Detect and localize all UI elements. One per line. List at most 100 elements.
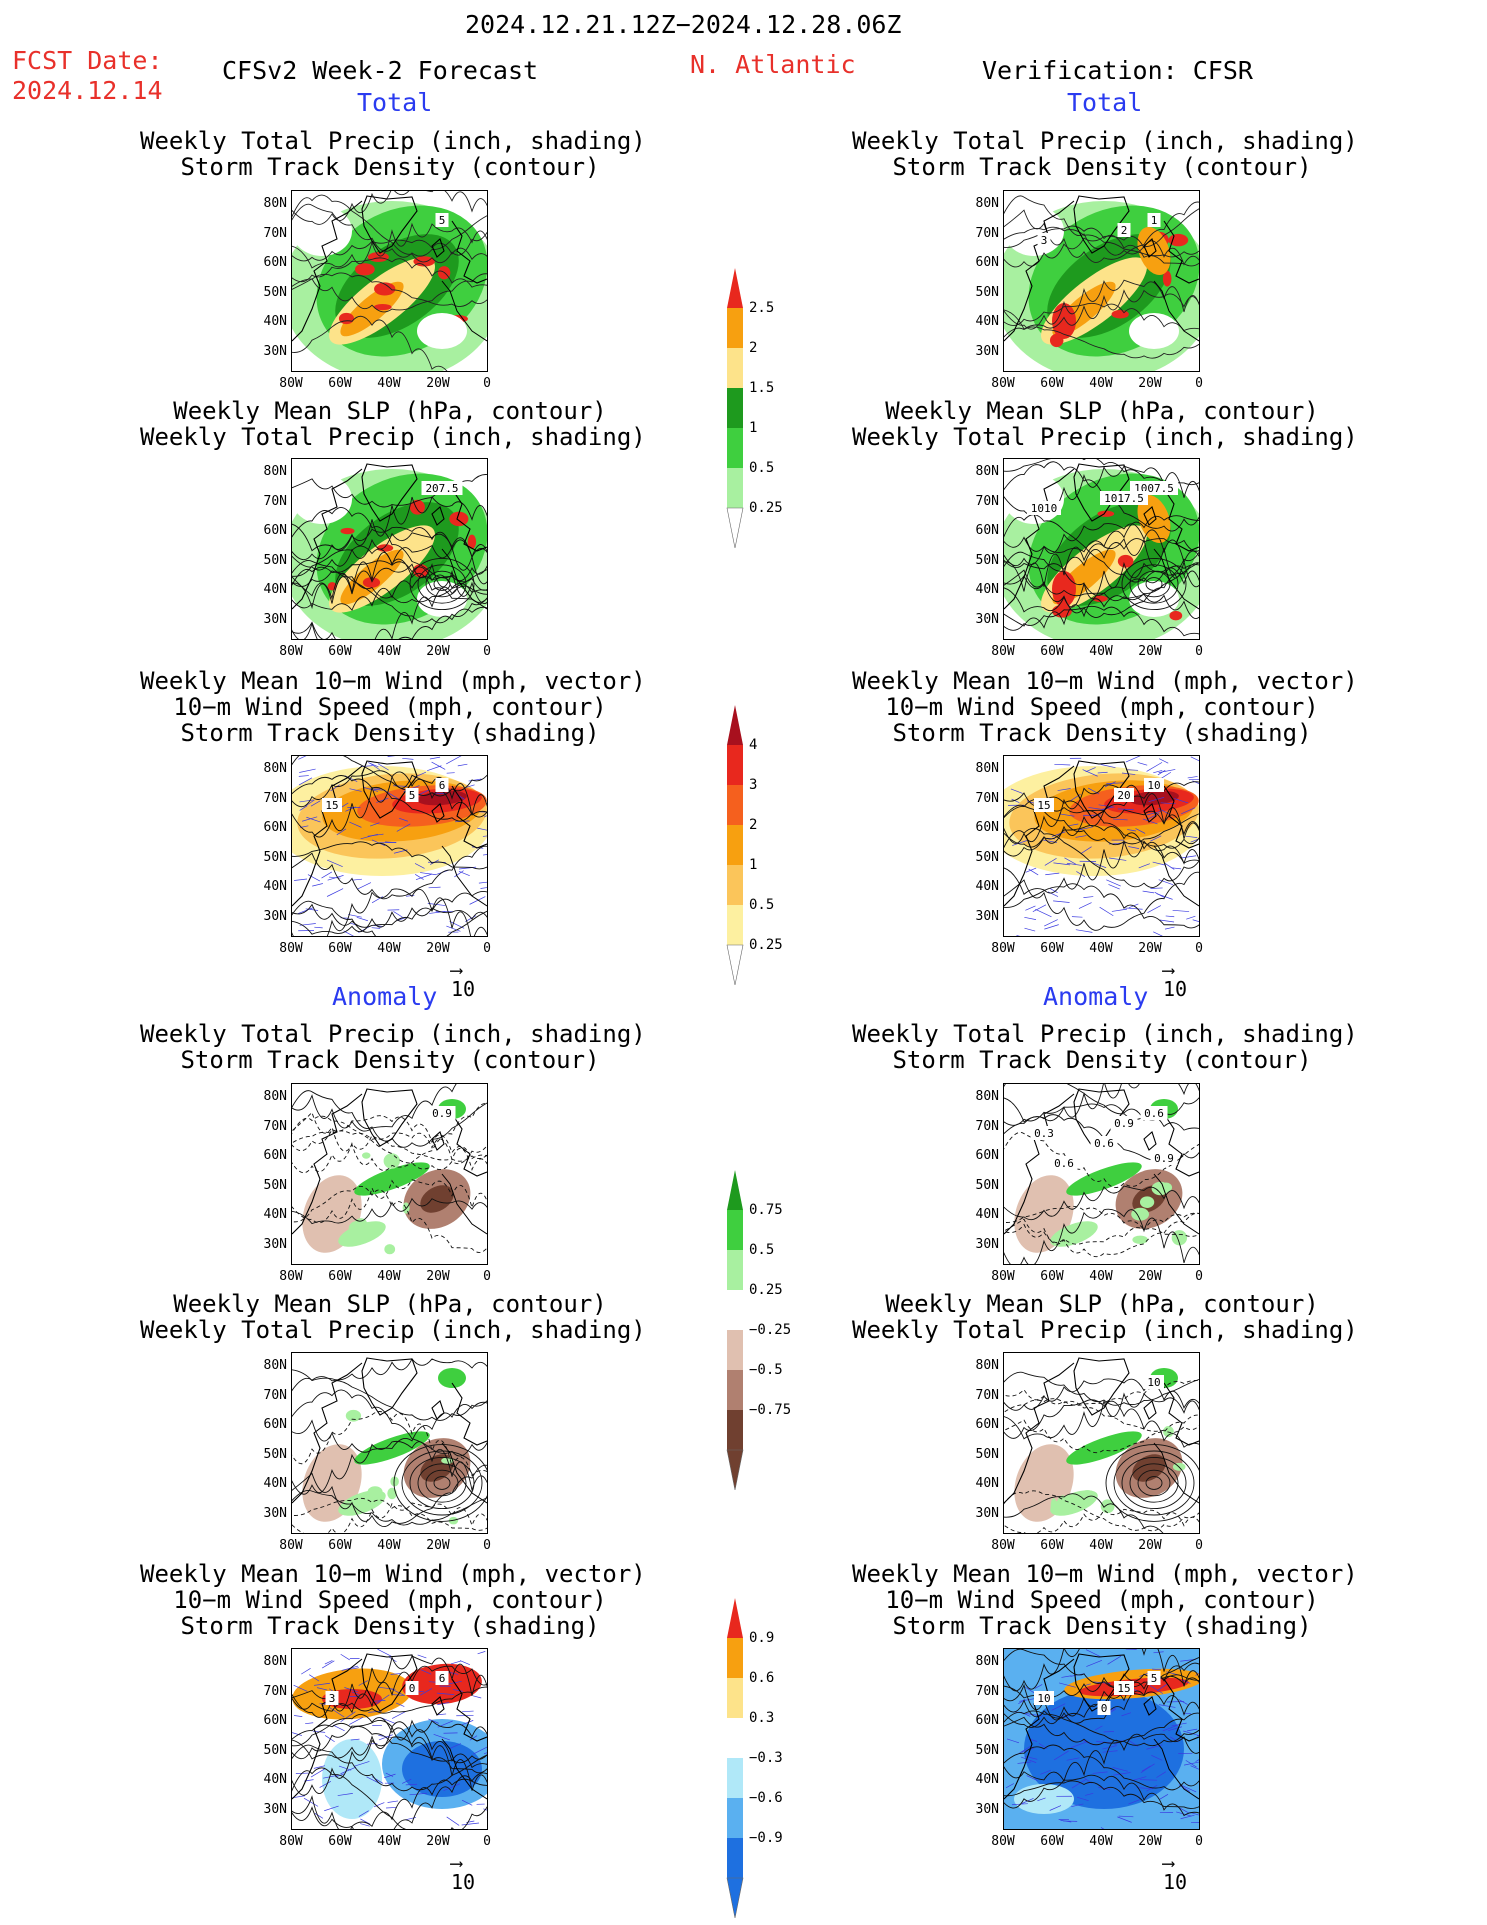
colorbar-bottom-arrow: [726, 1449, 744, 1490]
panel-r1-c1-lon-tick: 60W: [1040, 644, 1064, 659]
panel-r4-c0-title: Weekly Mean SLP (hPa, contour) Weekly Tot…: [140, 1290, 646, 1343]
panel-r3-c0-lon-tick: 60W: [328, 1269, 352, 1284]
svg-text:2: 2: [1121, 224, 1128, 237]
colorbar-tick-label: −0.75: [749, 1402, 792, 1418]
colorbar-precip-total: [726, 268, 744, 548]
left-anomaly-label: Anomaly: [332, 982, 438, 1011]
panel-r4-c0-lat-tick: 60N: [263, 1417, 287, 1432]
panel-r1-c1-lat-tick: 50N: [975, 552, 999, 568]
colorbar-tick-label: 2.5: [749, 300, 775, 316]
svg-text:15: 15: [1037, 799, 1050, 812]
panel-r0-c1-contour-label-2: 2: [1117, 223, 1131, 237]
panel-r0-c1-title-line-1: Storm Track Density (contour): [892, 153, 1312, 181]
panel-r1-c1-lon-tick: 80W: [991, 644, 1015, 659]
panel-r2-c0-lat-tick: 80N: [263, 761, 287, 776]
panel-r2-c0-map: 6 15 5: [291, 755, 488, 937]
panel-r5-c1-lon-tick: 20W: [1138, 1834, 1162, 1849]
colorbar-tick-label: 0.5: [749, 460, 775, 476]
panel-r3-c1-lon-tick: 80W: [991, 1269, 1015, 1284]
panel-r2-c0-lon-tick: 20W: [426, 941, 450, 956]
date-range-title: 2024.12.21.12Z−2024.12.28.06Z: [465, 10, 902, 39]
panel-r0-c1-lat-tick: 30N: [975, 343, 999, 359]
panel-r1-c0-title-line-1: Weekly Total Precip (inch, shading): [140, 423, 646, 451]
colorbar-segment: [727, 1718, 743, 1758]
panel-r4-c0-lon-tick: 0: [483, 1538, 491, 1553]
panel-r2-c0-lat-tick: 60N: [263, 820, 287, 835]
panel-r5-c0-title-line-1: 10−m Wind Speed (mph, contour): [173, 1586, 607, 1614]
panel-r3-c0-lat-tick: 80N: [263, 1089, 287, 1104]
panel-r3-c1-field: 0.60.30.90.60.6 0.9: [1004, 1084, 1199, 1264]
panel-r2-c1-lon-tick: 40W: [1089, 941, 1113, 956]
panel-r3-c1-lon-tick: 60W: [1040, 1269, 1064, 1284]
colorbar-storm-anom: [726, 1598, 744, 1918]
colorbar-tick-label: 3: [749, 777, 758, 793]
panel-r1-c1-title-line-1: Weekly Total Precip (inch, shading): [852, 423, 1358, 451]
panel-r2-c0-contour-label-2: 5: [405, 788, 419, 802]
panel-r2-c1-lon-tick: 60W: [1040, 941, 1064, 956]
panel-r2-c0-lon-tick: 0: [483, 941, 491, 956]
panel-r5-c1-lon-tick: 60W: [1040, 1834, 1064, 1849]
panel-r4-c1-map: 10: [1003, 1352, 1200, 1534]
panel-r1-c1-title-line-0: Weekly Mean SLP (hPa, contour): [885, 397, 1319, 425]
panel-r4-c1-lon-tick: 0: [1195, 1538, 1203, 1553]
panel-r5-c0-title: Weekly Mean 10−m Wind (mph, vector) 10−m …: [140, 1560, 646, 1639]
panel-r2-c1-title-line-2: Storm Track Density (shading): [892, 719, 1312, 747]
panel-r1-c1-contour-label-1: 1010: [1027, 501, 1061, 515]
vector-arrow-icon: ⟶: [1163, 1853, 1174, 1874]
panel-r4-c0-lat-tick: 70N: [263, 1387, 287, 1403]
svg-text:0.9: 0.9: [1114, 1117, 1134, 1130]
svg-text:0.9: 0.9: [432, 1107, 452, 1120]
panel-r3-c0-field: 0.9: [292, 1084, 487, 1255]
panel-r0-c0-lon-tick: 20W: [426, 376, 450, 391]
panel-r4-c1-lat-tick: 70N: [975, 1387, 999, 1403]
panel-r3-c1-lat-tick: 50N: [975, 1177, 999, 1193]
svg-text:0.3: 0.3: [1034, 1127, 1054, 1140]
panel-r0-c1-title: Weekly Total Precip (inch, shading) Storm…: [852, 128, 1358, 181]
panel-r4-c0-title-line-0: Weekly Mean SLP (hPa, contour): [173, 1290, 607, 1318]
panel-r5-c1-map: 5 10 15 0: [1003, 1648, 1200, 1830]
panel-r2-c1-title-line-0: Weekly Mean 10−m Wind (mph, vector): [852, 667, 1358, 695]
panel-r1-c1-lat-tick: 80N: [975, 464, 999, 479]
panel-r4-c1-lat-tick: 60N: [975, 1417, 999, 1432]
colorbar-segment: [727, 1638, 743, 1678]
panel-r4-c0-lon-tick: 60W: [328, 1538, 352, 1553]
panel-r2-c0-vector-reference-value: 10: [451, 977, 476, 1001]
svg-text:0: 0: [409, 1682, 416, 1695]
panel-r4-c0-lon-tick: 20W: [426, 1538, 450, 1553]
panel-r4-c1-lon-tick: 80W: [991, 1538, 1015, 1553]
colorbar-tick-label: 2: [749, 817, 758, 833]
colorbar-tick-label: −0.3: [749, 1750, 783, 1766]
colorbar-tick-label: 0.75: [749, 1202, 783, 1218]
panel-r3-c0-contour-label-0: 0.9: [428, 1106, 456, 1120]
panel-r4-c1-lon-tick: 60W: [1040, 1538, 1064, 1553]
right-anomaly-label: Anomaly: [1043, 982, 1149, 1011]
panel-r1-c0-lat-tick: 30N: [263, 611, 287, 627]
svg-text:0.9: 0.9: [1154, 1152, 1174, 1165]
panel-r2-c1-field: 10 15 20: [1004, 756, 1199, 936]
panel-r5-c0-title-line-0: Weekly Mean 10−m Wind (mph, vector): [140, 1560, 646, 1588]
colorbar-segment: [727, 308, 743, 348]
colorbar-tick-label: 2: [749, 340, 758, 356]
panel-r2-c1-title-line-1: 10−m Wind Speed (mph, contour): [885, 693, 1319, 721]
fcst-date-label: FCST Date:: [12, 46, 163, 75]
panel-r5-c1-lat-tick: 80N: [975, 1654, 999, 1669]
vector-arrow-icon: ⟶: [1163, 960, 1174, 981]
colorbar-precip-anom: [726, 1170, 744, 1490]
panel-r2-c1-lat-tick: 30N: [975, 908, 999, 924]
panel-r1-c0-lon-tick: 80W: [279, 644, 303, 659]
colorbar-segment: [727, 1758, 743, 1798]
panel-r2-c1-lon-tick: 20W: [1138, 941, 1162, 956]
panel-r2-c0-title-line-1: 10−m Wind Speed (mph, contour): [173, 693, 607, 721]
panel-r4-c0-lat-tick: 40N: [263, 1476, 287, 1491]
panel-r0-c0-contour-label-0: 5: [435, 213, 449, 227]
panel-r5-c1-contour-label-2: 15: [1114, 1681, 1134, 1695]
panel-r4-c1-title-line-1: Weekly Total Precip (inch, shading): [852, 1316, 1358, 1344]
panel-r2-c1-lat-tick: 70N: [975, 790, 999, 806]
panel-r5-c0-contour-label-2: 0: [405, 1681, 419, 1695]
colorbar-tick-label: 0.5: [749, 897, 775, 913]
panel-r5-c0-lat-tick: 70N: [263, 1683, 287, 1699]
panel-r3-c1-lat-tick: 70N: [975, 1118, 999, 1134]
panel-r3-c0-lat-tick: 40N: [263, 1207, 287, 1222]
panel-r2-c0-lon-tick: 60W: [328, 941, 352, 956]
panel-r3-c1-lat-tick: 30N: [975, 1236, 999, 1252]
